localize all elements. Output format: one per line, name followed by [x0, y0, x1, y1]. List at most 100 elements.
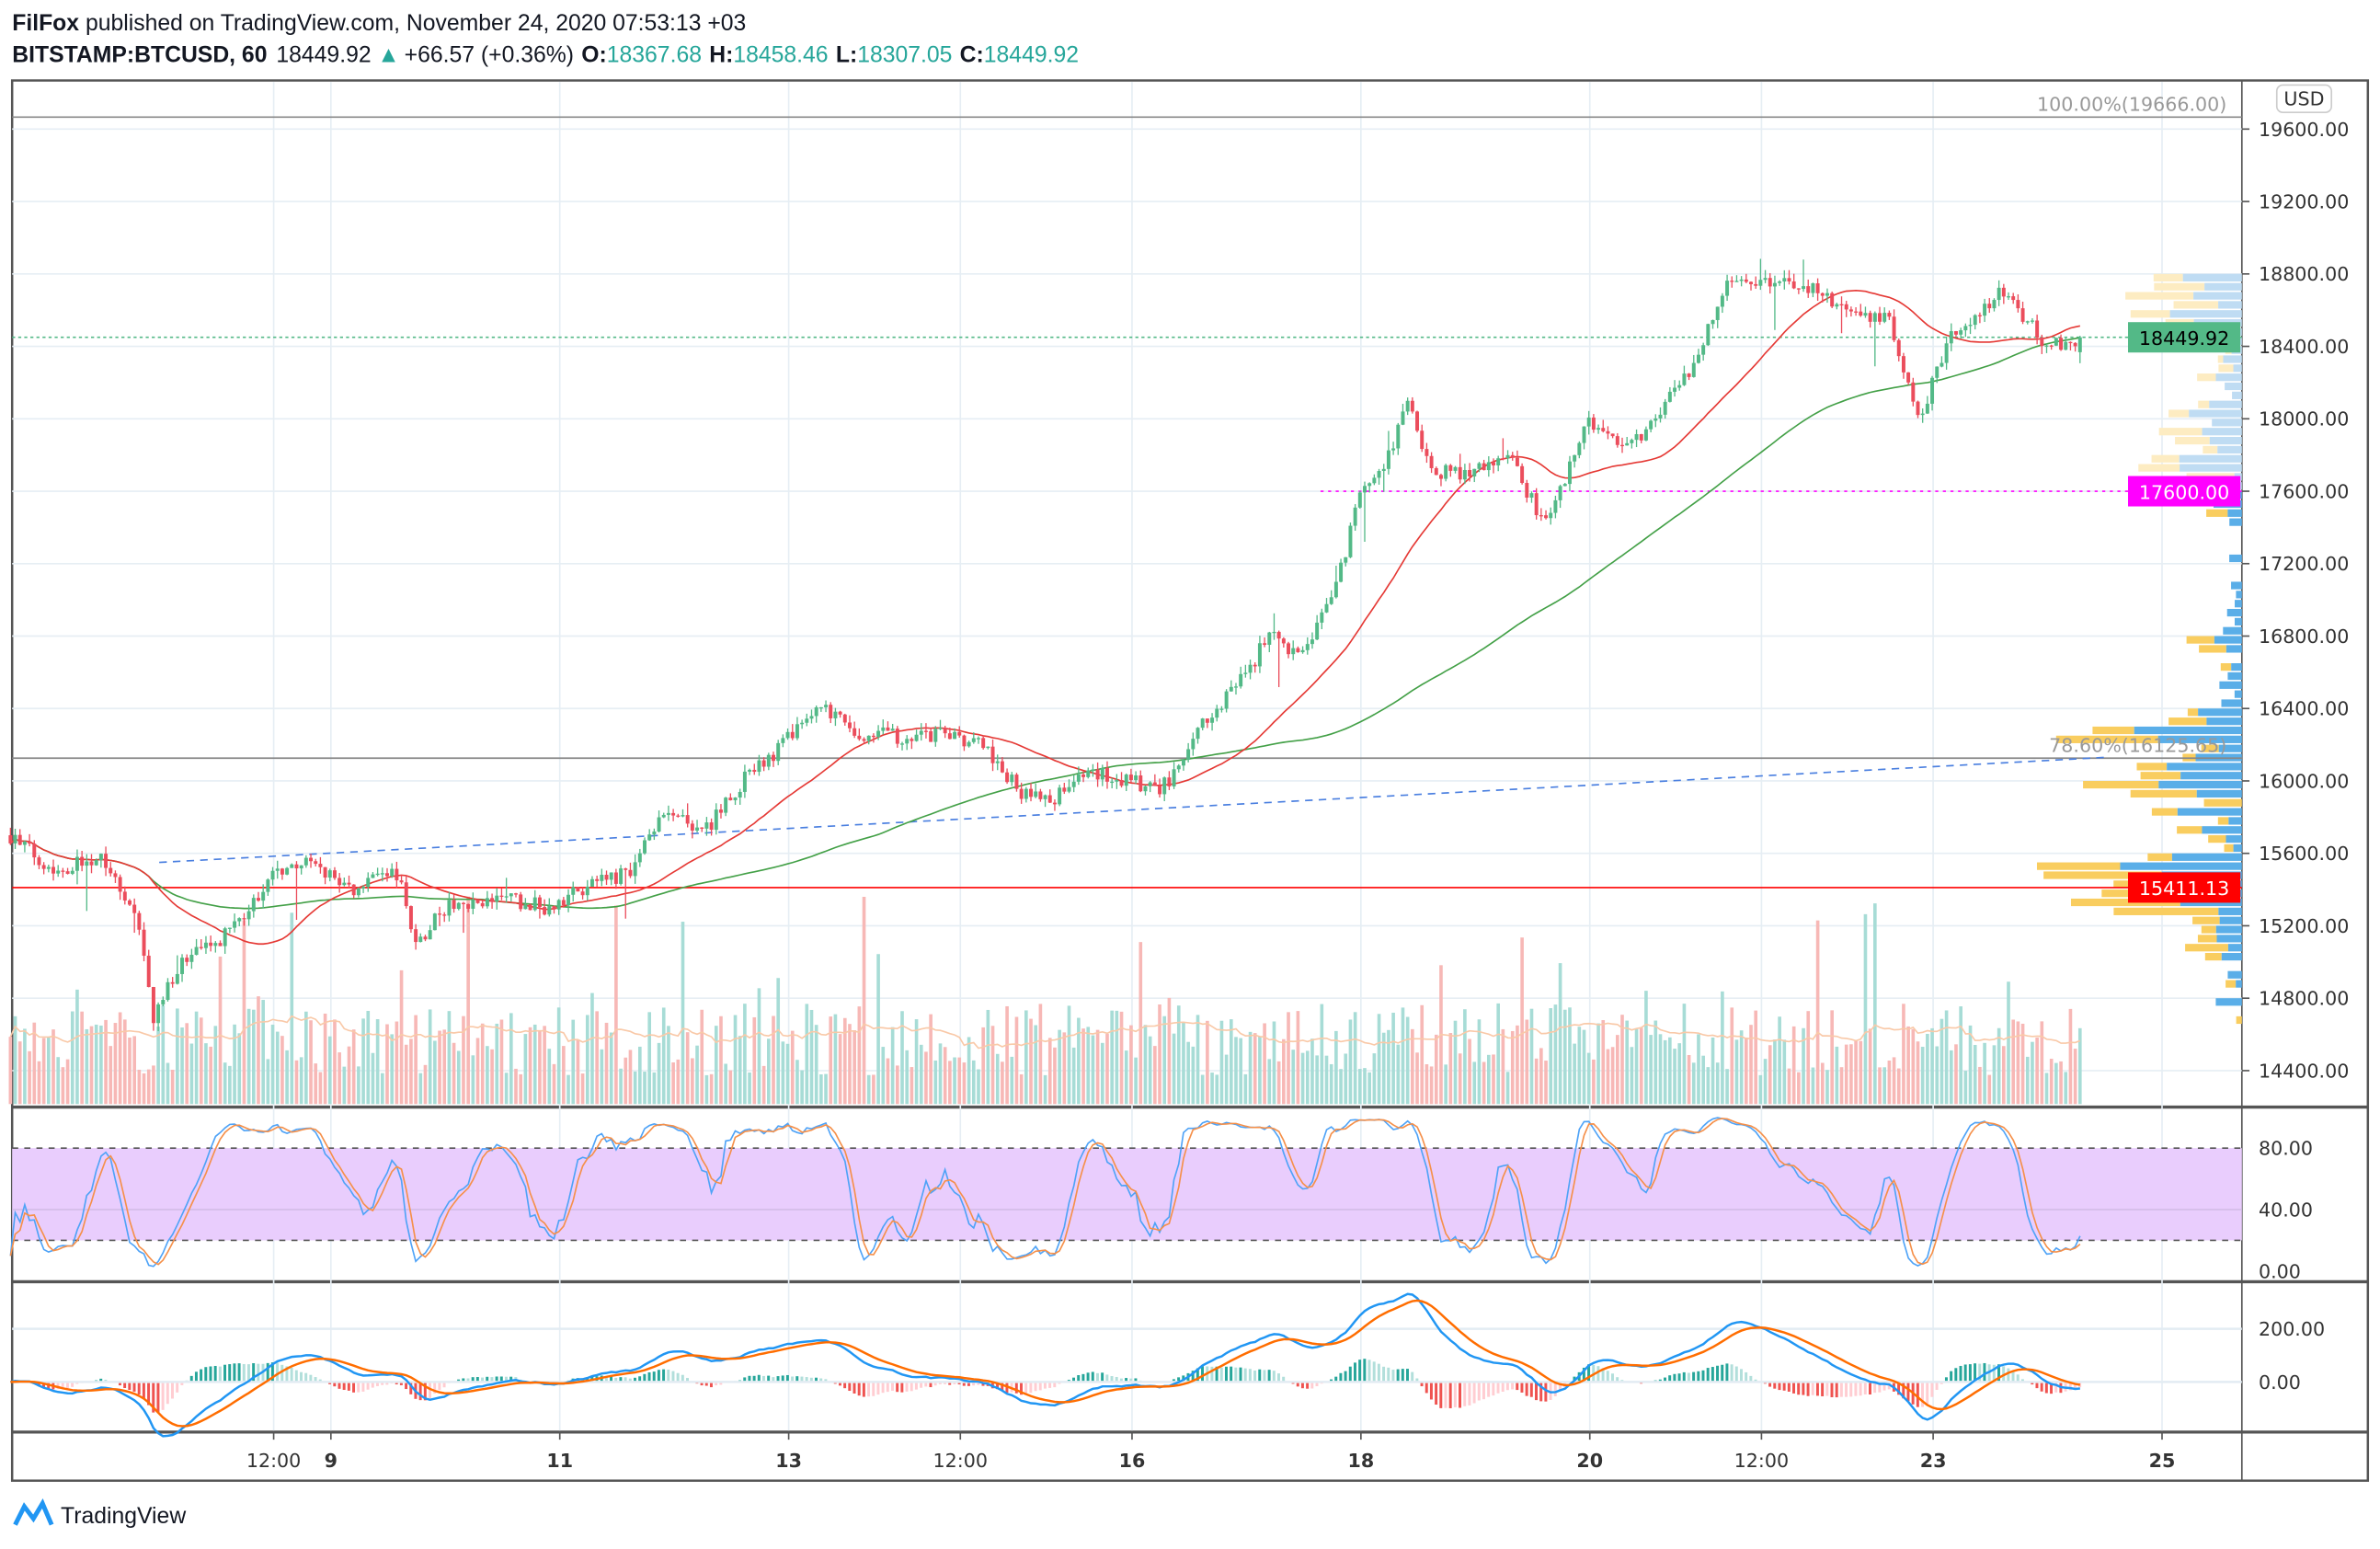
price-pane[interactable]: 100.00%(19666.00) 78.60%(16125.65)	[8, 94, 2242, 1032]
candle-body	[270, 870, 275, 880]
volume-bar	[1745, 1038, 1748, 1105]
macd-histogram-bar	[171, 1382, 174, 1399]
volume-bar	[1095, 1029, 1100, 1105]
macd-histogram-bar	[647, 1371, 651, 1383]
candle-body	[1167, 777, 1172, 786]
macd-pane[interactable]	[10, 1292, 2242, 1438]
volume-bar	[1849, 1044, 1853, 1105]
macd-histogram-bar	[2007, 1368, 2010, 1383]
macd-histogram-bar	[61, 1382, 64, 1389]
macd-histogram-bar	[1806, 1382, 1810, 1396]
candle-body	[947, 733, 952, 740]
profile-bar-up	[2212, 419, 2242, 427]
volume-bar	[189, 1043, 194, 1105]
profile-bar-up	[2157, 735, 2242, 743]
candle-body	[414, 929, 418, 943]
volume-bar	[1839, 1067, 1844, 1105]
volume-bar	[776, 978, 781, 1105]
profile-bar-up	[2219, 916, 2242, 924]
volume-bar	[1573, 1043, 1576, 1105]
candle-body	[1930, 377, 1935, 404]
macd-histogram-bar	[890, 1382, 894, 1391]
volume-bar	[251, 1009, 256, 1105]
volume-ma-line	[9, 1015, 2081, 1050]
candle-body	[1901, 356, 1905, 373]
volume-bar	[1811, 1067, 1815, 1105]
volume-bar	[1920, 1047, 1925, 1105]
candle-body	[461, 902, 465, 904]
volume-bar	[580, 1073, 585, 1105]
volume-bar	[266, 1059, 270, 1105]
candle-body	[1372, 477, 1377, 484]
candle-body	[1243, 672, 1248, 674]
macd-histogram-bar	[1448, 1382, 1452, 1408]
macd-histogram-bar	[914, 1382, 918, 1390]
candle-body	[2025, 321, 2030, 323]
candle-body	[1963, 326, 1968, 331]
candle-body	[2001, 287, 2006, 297]
volume-bar	[585, 1015, 589, 1105]
macd-histogram-bar	[246, 1364, 250, 1383]
macd-histogram-bar	[704, 1382, 708, 1386]
candle-body	[690, 823, 694, 831]
price-tick-label: 18400.00	[2259, 336, 2349, 358]
candle-body	[1276, 631, 1281, 639]
candle-body	[1381, 468, 1386, 471]
macd-histogram-bar	[743, 1377, 747, 1383]
candle-body	[1272, 631, 1276, 634]
volume-bar	[1038, 1004, 1043, 1105]
volume-bar	[104, 1019, 108, 1105]
candle-body	[1224, 691, 1229, 709]
level-badge-15411	[2128, 872, 2241, 903]
macd-histogram-bar	[1406, 1369, 1409, 1383]
volume-bar	[1296, 1011, 1300, 1105]
volume-bar	[152, 1065, 155, 1105]
volume-bar	[1086, 1027, 1091, 1105]
volume-bar	[948, 1061, 952, 1105]
volume-bar	[1363, 1068, 1367, 1105]
candle-body	[1071, 781, 1076, 787]
candle-body	[1663, 401, 1667, 415]
candle-body	[1263, 643, 1267, 645]
candle-body	[408, 906, 413, 930]
price-tick-label: 14800.00	[2259, 988, 2349, 1010]
currency-button[interactable]: USD	[2275, 84, 2333, 113]
candle-body	[666, 812, 670, 815]
candle-body	[613, 872, 618, 884]
candle-body	[351, 884, 356, 896]
candle-body	[2077, 337, 2082, 352]
macd-histogram-bar	[1463, 1382, 1467, 1406]
candle-body	[257, 898, 260, 901]
time-tick-label: 13	[775, 1450, 802, 1472]
macd-histogram-bar	[71, 1382, 74, 1387]
macd-histogram-bar	[1253, 1371, 1257, 1383]
candle-body	[104, 854, 109, 868]
macd-histogram-bar	[809, 1377, 813, 1383]
volume-bar	[566, 1074, 570, 1105]
volume-bar	[1968, 1025, 1973, 1105]
macd-histogram-bar	[1134, 1378, 1138, 1383]
candle-body	[543, 907, 547, 915]
profile-bar-up	[2179, 454, 2242, 463]
candle-body	[990, 746, 995, 763]
candle-body	[805, 718, 809, 723]
candle-body	[385, 873, 389, 877]
candle-body	[585, 886, 589, 896]
stoch-pane[interactable]	[9, 1117, 2081, 1268]
volume-bar	[170, 1069, 175, 1105]
volume-bar	[294, 1060, 299, 1105]
macd-histogram-bar	[1119, 1378, 1123, 1383]
volume-bar	[556, 1007, 561, 1105]
profile-bar-up	[2225, 382, 2242, 391]
macd-histogram-bar	[1954, 1368, 1958, 1383]
volume-bar	[1387, 1029, 1390, 1105]
macd-histogram-bar	[189, 1375, 193, 1383]
candle-body	[1091, 769, 1095, 771]
candle-body	[1806, 286, 1811, 293]
macd-histogram-bar	[1086, 1372, 1090, 1383]
volume-bar	[532, 1024, 537, 1105]
volume-bar	[1926, 1033, 1929, 1105]
tradingview-logo[interactable]: TradingView	[13, 1498, 187, 1529]
open-label: O:	[581, 43, 606, 68]
volume-bar	[2054, 1062, 2058, 1105]
